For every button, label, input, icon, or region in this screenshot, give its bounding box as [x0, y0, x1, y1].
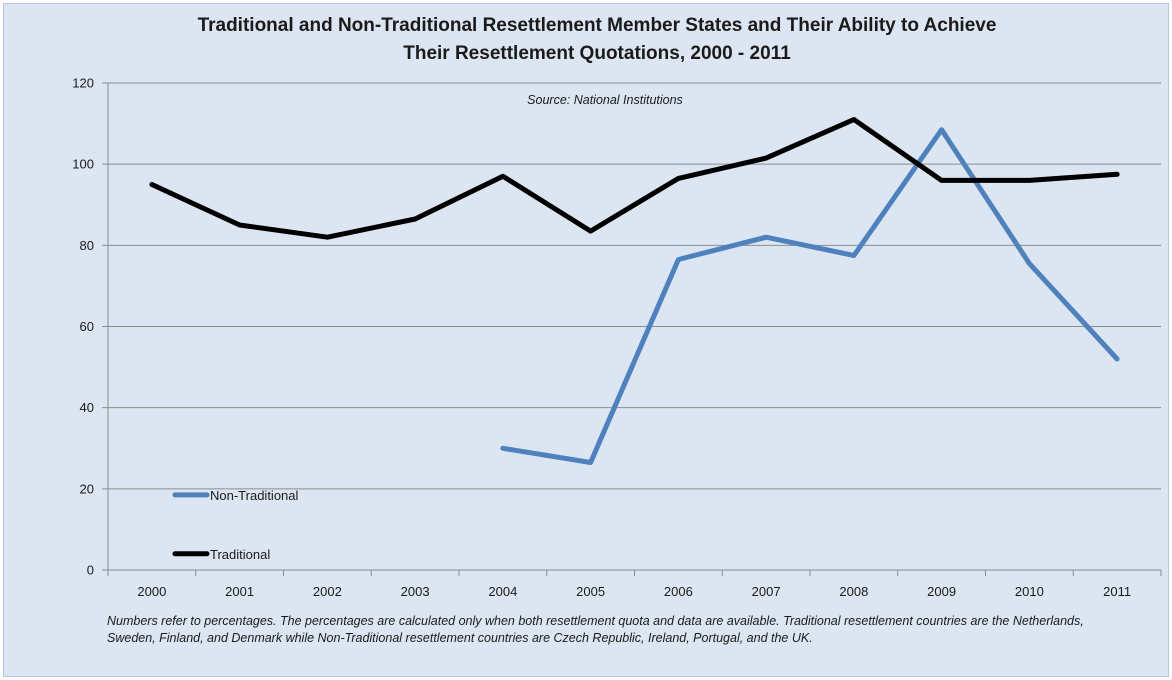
chart-frame [3, 3, 1169, 677]
x-tick-label-2005: 2005 [576, 584, 605, 599]
y-tick-label-20: 20 [80, 481, 94, 496]
source-annotation: Source: National Institutions [527, 93, 683, 107]
legend-label-non-traditional: Non-Traditional [210, 488, 299, 503]
x-tick-label-2001: 2001 [225, 584, 254, 599]
x-tick-label-2006: 2006 [664, 584, 693, 599]
data-point-non-traditional-2009 [939, 127, 944, 132]
chart-title-line-2: Their Resettlement Quotations, 2000 - 20… [403, 43, 791, 64]
y-tick-label-40: 40 [80, 400, 94, 415]
data-point-non-traditional-2004 [500, 446, 505, 451]
data-point-non-traditional-2007 [764, 235, 769, 240]
data-point-traditional-2008 [851, 117, 856, 122]
x-tick-label-2010: 2010 [1015, 584, 1044, 599]
legend-label-traditional: Traditional [210, 547, 270, 562]
data-point-traditional-2005 [588, 229, 593, 234]
x-tick-label-2007: 2007 [752, 584, 781, 599]
data-point-traditional-2010 [1027, 178, 1032, 183]
chart-title-line-1: Traditional and Non-Traditional Resettle… [197, 15, 997, 36]
data-point-non-traditional-2011 [1115, 356, 1120, 361]
legend: Non-Traditional Traditional [172, 488, 299, 562]
data-point-traditional-2011 [1115, 172, 1120, 177]
data-point-traditional-2001 [237, 223, 242, 228]
y-tick-label-100: 100 [72, 157, 94, 172]
y-tick-label-120: 120 [72, 76, 94, 91]
data-point-traditional-2000 [149, 182, 154, 187]
x-tick-label-2009: 2009 [927, 584, 956, 599]
data-point-non-traditional-2008 [851, 253, 856, 258]
x-tick-label-2004: 2004 [488, 584, 517, 599]
chart-title: Traditional and Non-Traditional Resettle… [0, 12, 1172, 68]
series-line-traditional [149, 117, 1120, 240]
gridlines [108, 82, 1161, 490]
series [149, 117, 1120, 465]
y-tick-label-0: 0 [87, 563, 94, 578]
x-tick-label-2011: 2011 [1103, 584, 1131, 599]
data-point-traditional-2007 [764, 156, 769, 161]
x-tick-label-2003: 2003 [401, 584, 430, 599]
data-point-non-traditional-2006 [676, 257, 681, 262]
data-point-traditional-2009 [939, 178, 944, 183]
y-tick-label-60: 60 [80, 319, 94, 334]
axes: 0 20 40 60 80 100 120 2000 2001 2002 2003 2004 2005 2… [72, 76, 1162, 599]
data-point-traditional-2003 [413, 216, 418, 221]
data-point-non-traditional-2005 [588, 460, 593, 465]
x-tick-label-2002: 2002 [313, 584, 342, 599]
data-point-traditional-2004 [500, 174, 505, 179]
y-tick-label-80: 80 [80, 238, 94, 253]
series-line-non-traditional [500, 127, 1120, 465]
x-tick-label-2008: 2008 [839, 584, 868, 599]
data-point-traditional-2006 [676, 176, 681, 181]
data-point-non-traditional-2010 [1027, 261, 1032, 266]
footnote: Numbers refer to percentages. The percen… [107, 614, 1084, 645]
data-point-traditional-2002 [325, 235, 330, 240]
x-tick-label-2000: 2000 [137, 584, 166, 599]
